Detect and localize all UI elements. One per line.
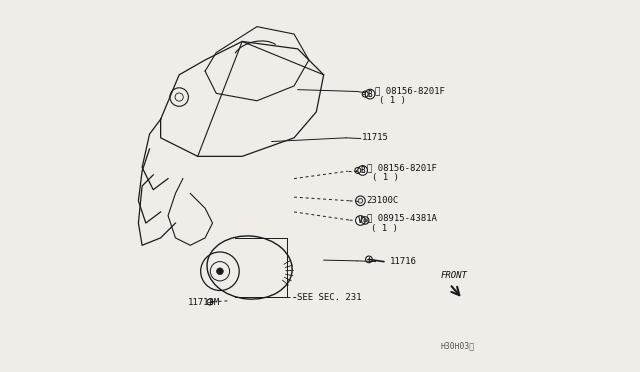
Text: SEE SEC. 231: SEE SEC. 231: [297, 293, 362, 302]
Text: 11715: 11715: [362, 133, 388, 142]
Text: ( 1 ): ( 1 ): [372, 173, 399, 182]
Circle shape: [358, 166, 367, 175]
Text: 11713M: 11713M: [188, 298, 220, 307]
Text: FRONT: FRONT: [440, 271, 467, 280]
Text: Ⓥ 08915-4381A: Ⓥ 08915-4381A: [367, 214, 436, 223]
Text: V: V: [358, 216, 363, 225]
Text: Ⓑ 08156-8201F: Ⓑ 08156-8201F: [367, 163, 437, 172]
Circle shape: [356, 216, 365, 225]
Text: 23100C: 23100C: [367, 196, 399, 205]
Circle shape: [365, 89, 375, 99]
Circle shape: [216, 268, 223, 275]
Text: B: B: [360, 166, 365, 175]
Text: Ⓑ 08156-8201F: Ⓑ 08156-8201F: [375, 87, 445, 96]
Text: ( 1 ): ( 1 ): [371, 224, 398, 233]
Text: 11716: 11716: [390, 257, 417, 266]
Text: ( 1 ): ( 1 ): [380, 96, 406, 105]
Text: B: B: [368, 90, 372, 99]
Text: Η30Η03：: Η30Η03：: [440, 341, 475, 350]
